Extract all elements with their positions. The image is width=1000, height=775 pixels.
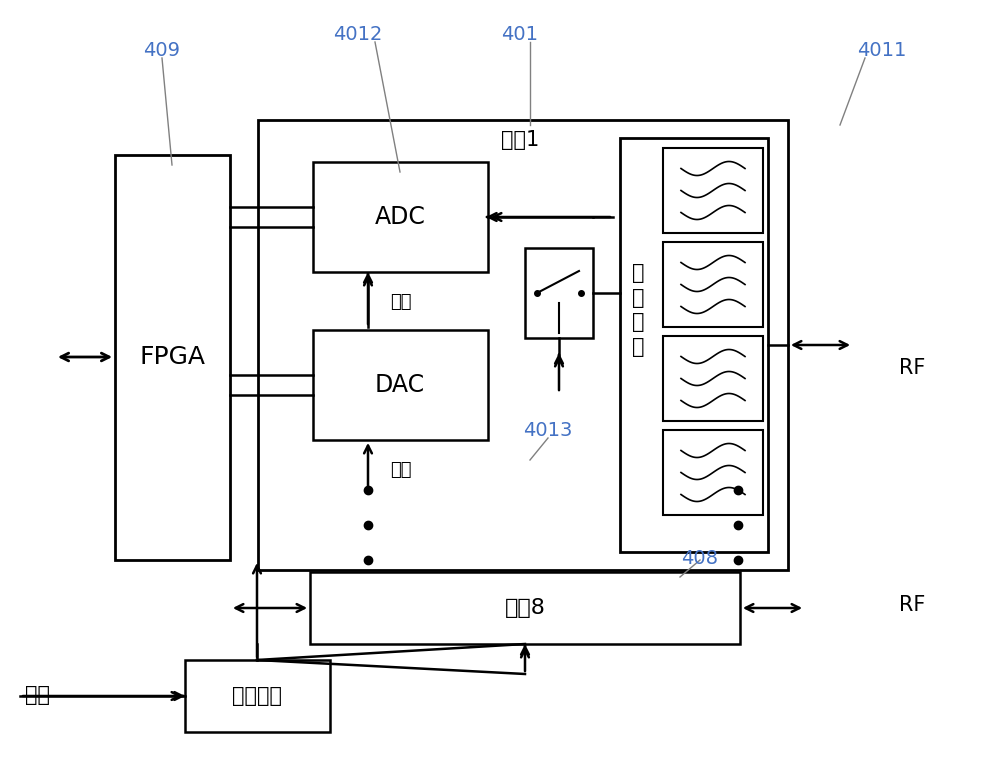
Bar: [663, 148, 763, 233]
Bar: [663, 336, 763, 421]
Bar: [310, 572, 740, 644]
Bar: [258, 120, 788, 570]
Text: 滤
波
器
组: 滤 波 器 组: [632, 263, 644, 357]
Text: 4012: 4012: [333, 26, 383, 44]
Bar: [620, 138, 768, 552]
Text: 时钟: 时钟: [390, 461, 412, 479]
Text: 时钟芯片: 时钟芯片: [232, 686, 282, 706]
Bar: [525, 248, 593, 338]
Text: 4011: 4011: [857, 40, 907, 60]
Text: 链袂8: 链袂8: [505, 598, 545, 618]
Text: DAC: DAC: [375, 373, 425, 397]
Text: RF: RF: [899, 358, 925, 378]
Bar: [185, 660, 330, 732]
Text: 4013: 4013: [523, 421, 573, 439]
Text: RF: RF: [899, 595, 925, 615]
Bar: [663, 430, 763, 515]
Text: 链袂1: 链袂1: [501, 130, 539, 150]
Bar: [663, 242, 763, 327]
Text: 409: 409: [144, 40, 180, 60]
Bar: [313, 330, 488, 440]
Bar: [115, 155, 230, 560]
Text: 401: 401: [502, 26, 538, 44]
Bar: [313, 162, 488, 272]
Text: ADC: ADC: [375, 205, 425, 229]
Text: 408: 408: [682, 549, 718, 567]
Text: FPGA: FPGA: [139, 345, 205, 369]
Text: 时钟: 时钟: [390, 293, 412, 311]
Text: 时钟: 时钟: [26, 685, 50, 705]
